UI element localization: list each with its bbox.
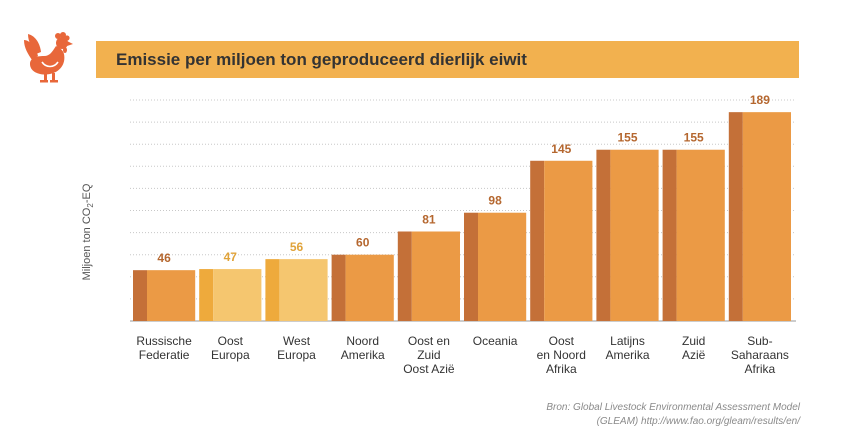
x-tick-label: Russische Federatie (136, 334, 192, 362)
bar-9 (662, 149, 725, 321)
x-tick-label: Sub-Saharaans Afrika (731, 334, 789, 376)
bar-front (345, 254, 394, 321)
x-tick-line: Afrika (546, 362, 577, 376)
x-tick-line: Latijns (610, 334, 645, 348)
data-label: 189 (750, 93, 770, 107)
bar-side (331, 254, 346, 321)
bar-front (676, 149, 725, 321)
data-label: 46 (157, 251, 171, 265)
data-label: 47 (224, 250, 238, 264)
bar-side (464, 212, 478, 321)
x-tick-label: Oost Europa (211, 334, 250, 362)
x-tick-line: en Noord (537, 348, 586, 362)
bar-side (530, 160, 545, 321)
data-label: 81 (422, 212, 436, 226)
data-label: 145 (551, 142, 571, 156)
bar-side (397, 231, 412, 321)
x-tick-line: Oost Azië (403, 362, 455, 376)
x-tick-label: Oceania (473, 334, 518, 348)
source-line-1: Bron: Global Livestock Environmental Ass… (546, 402, 800, 413)
x-tick-line: Zuid (682, 334, 705, 348)
x-tick-line: Europa (277, 348, 316, 362)
x-tick-line: Russische (136, 334, 192, 348)
x-tick-line: Noord (346, 334, 379, 348)
data-label: 98 (488, 194, 502, 208)
x-tick-line: Amerika (341, 348, 385, 362)
x-tick-label: Oost en Zuid Oost Azië (403, 334, 455, 376)
bar-side (133, 270, 147, 321)
x-tick-line: Azië (682, 348, 706, 362)
x-tick-label: West Europa (277, 334, 316, 362)
bar-2 (199, 269, 262, 321)
x-tick-line: West (283, 334, 311, 348)
chart-title: Emissie per miljoen ton geproduceerd die… (116, 50, 527, 69)
x-tick-label: Noord Amerika (341, 334, 385, 362)
bar-front (478, 212, 527, 321)
bar-3 (265, 259, 328, 321)
bar-side (728, 112, 743, 321)
bar-6 (464, 212, 527, 321)
x-tick-label: Zuid Azië (682, 334, 706, 362)
bar-side (265, 259, 280, 321)
x-tick-label: Latijns Amerika (605, 334, 649, 362)
x-tick-line: Oceania (473, 334, 518, 348)
bar-side (596, 149, 611, 321)
x-tick-line: Oost (549, 334, 575, 348)
bar-7 (530, 160, 593, 321)
x-tick-line: Sub- (747, 334, 772, 348)
bar-1 (133, 270, 196, 321)
bar-front (544, 160, 593, 321)
bar-5 (397, 231, 460, 321)
x-tick-line: Oost (218, 334, 244, 348)
data-label: 60 (356, 236, 370, 250)
x-tick-line: Afrika (745, 362, 776, 376)
bar-4 (331, 254, 394, 321)
bar-front (411, 231, 460, 321)
bar-side (662, 149, 677, 321)
bar-8 (596, 149, 659, 321)
bar-front (610, 149, 659, 321)
bar-side (199, 269, 214, 321)
x-tick-line: Europa (211, 348, 250, 362)
source-line-2: (GLEAM) http://www.fao.org/gleam/results… (596, 416, 800, 427)
x-tick-line: Amerika (605, 348, 649, 362)
x-tick-line: Zuid (417, 348, 440, 362)
bar-front (147, 270, 196, 321)
title-bar: Emissie per miljoen ton geproduceerd die… (96, 41, 799, 78)
x-tick-line: Federatie (139, 348, 190, 362)
bar-10 (728, 112, 791, 321)
data-label: 155 (684, 131, 704, 145)
data-label: 155 (617, 131, 637, 145)
bar-front (213, 269, 262, 321)
x-tick-line: Oost en (408, 334, 450, 348)
x-tick-line: Saharaans (731, 348, 789, 362)
bar-front (279, 259, 328, 321)
source-note: Bron: Global Livestock Environmental Ass… (380, 401, 800, 429)
bar-front (742, 112, 791, 321)
rooster-icon (24, 32, 73, 83)
data-label: 56 (290, 240, 304, 254)
x-tick-label: Oost en Noord Afrika (537, 334, 586, 376)
